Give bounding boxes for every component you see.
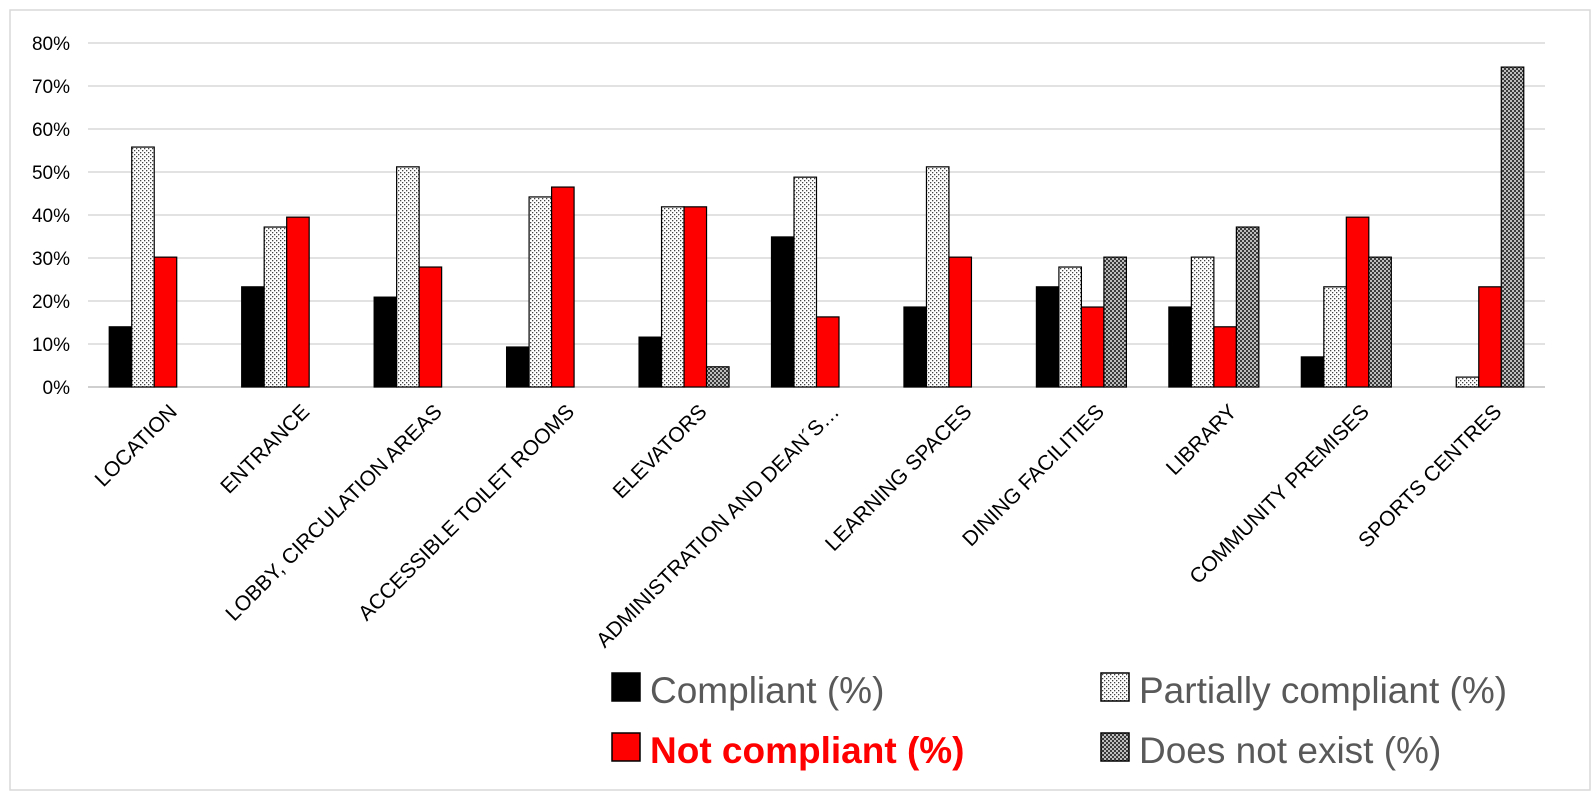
bar-partially-compliant-library	[1190, 256, 1215, 388]
bar-compliant-accessible-toilet-rooms	[505, 346, 530, 388]
legend-label-compliant: Compliant (%)	[650, 670, 884, 711]
bar-partially-compliant-administration-and-dean-s	[793, 176, 818, 388]
bar-does-not-exist-elevators	[705, 366, 730, 388]
bar-compliant-entrance	[241, 286, 265, 388]
chart-border	[9, 9, 1591, 791]
bar-partially-compliant-accessible-toilet-rooms	[528, 196, 553, 388]
y-tick-label: 70%	[32, 77, 70, 98]
legend: Compliant (%) Partially compliant (%) Not …	[611, 670, 1507, 771]
bar-partially-compliant-location	[131, 146, 155, 388]
bar-not-compliant-learning-spaces	[948, 256, 973, 388]
x-tick-label: LEARNING SPACES	[821, 400, 976, 555]
bar-partially-compliant-sports-centres	[1455, 376, 1480, 388]
legend-swatch-not-compliant	[611, 732, 641, 762]
x-tick-label: ADMINISTRATION AND DEAN´S…	[592, 400, 844, 652]
x-tick-label: LOCATION	[91, 400, 182, 491]
bar-compliant-dining-facilities	[1035, 286, 1060, 388]
x-tick-label: LOBBY, CIRCULATION AREAS	[221, 400, 446, 625]
bar-partially-compliant-entrance	[263, 226, 288, 388]
legend-swatch-does-not-exist	[1100, 732, 1130, 762]
legend-swatch-compliant	[611, 672, 641, 702]
bars	[108, 66, 1525, 388]
x-tick-label: LIBRARY	[1162, 400, 1242, 480]
y-tick-label: 50%	[32, 163, 70, 184]
x-tick-label: DINING FACILITIES	[958, 400, 1109, 551]
bar-not-compliant-sports-centres	[1478, 286, 1502, 388]
bar-compliant-learning-spaces	[903, 306, 928, 388]
y-tick-label: 0%	[43, 378, 71, 399]
x-tick-label: ENTRANCE	[216, 400, 314, 498]
bar-compliant-lobby-circulation-areas	[373, 296, 398, 388]
bar-partially-compliant-elevators	[660, 206, 685, 388]
legend-label-not-compliant: Not compliant (%)	[650, 730, 964, 771]
bar-partially-compliant-lobby-circulation-areas	[396, 166, 420, 388]
y-tick-label: 30%	[32, 249, 70, 270]
bar-not-compliant-lobby-circulation-areas	[418, 266, 443, 388]
bar-not-compliant-community-premises	[1345, 216, 1370, 388]
bar-partially-compliant-learning-spaces	[925, 166, 950, 388]
y-tick-label: 40%	[32, 206, 70, 227]
bar-not-compliant-administration-and-dean-s	[815, 316, 840, 388]
y-tick-label: 80%	[32, 34, 70, 55]
y-tick-label: 10%	[32, 335, 70, 356]
bar-not-compliant-entrance	[286, 216, 310, 388]
bar-compliant-library	[1168, 306, 1192, 388]
bar-not-compliant-location	[153, 256, 178, 388]
y-tick-label: 20%	[32, 292, 70, 313]
bar-not-compliant-accessible-toilet-rooms	[550, 186, 575, 388]
x-tick-label: ELEVATORS	[609, 400, 712, 503]
bar-partially-compliant-dining-facilities	[1058, 266, 1083, 388]
bar-compliant-community-premises	[1300, 356, 1325, 388]
bar-compliant-administration-and-dean-s	[770, 236, 795, 388]
bar-not-compliant-elevators	[683, 206, 708, 388]
legend-swatch-partially-compliant	[1100, 672, 1130, 702]
bar-not-compliant-dining-facilities	[1080, 306, 1105, 388]
bar-does-not-exist-dining-facilities	[1103, 256, 1128, 388]
bar-not-compliant-library	[1213, 326, 1237, 388]
x-tick-label: ACCESSIBLE TOILET ROOMS	[354, 400, 579, 625]
bar-does-not-exist-library	[1235, 226, 1260, 388]
bar-compliant-location	[108, 326, 133, 388]
bar-does-not-exist-community-premises	[1368, 256, 1392, 388]
legend-label-partially-compliant: Partially compliant (%)	[1139, 670, 1507, 711]
bar-does-not-exist-sports-centres	[1500, 66, 1525, 388]
bar-compliant-elevators	[638, 336, 663, 388]
legend-label-does-not-exist: Does not exist (%)	[1139, 730, 1441, 771]
bar-partially-compliant-community-premises	[1323, 286, 1347, 388]
y-tick-label: 60%	[32, 120, 70, 141]
y-axis-ticks: 0% 10% 20% 30% 40% 50% 60% 70% 80%	[32, 34, 70, 399]
x-tick-label: SPORTS CENTRES	[1354, 400, 1506, 552]
